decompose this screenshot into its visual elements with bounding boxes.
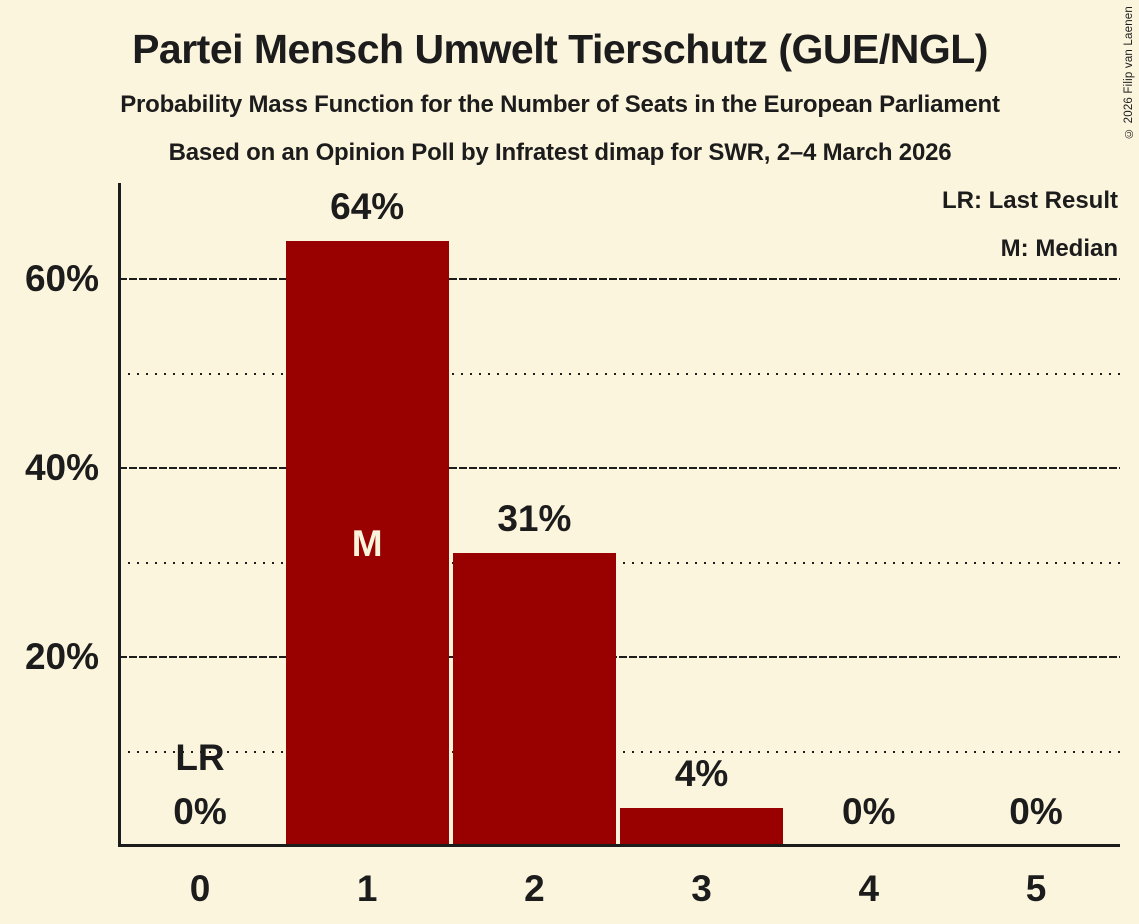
copyright-text: © 2026 Filip van Laenen [1123,6,1135,139]
bar-value-label-3: 4% [674,753,729,795]
gridline-minor-10 [119,750,1120,753]
bar-seats-2 [452,553,616,846]
median-marker: M [351,522,383,564]
bar-seats-1 [285,241,449,846]
gridline-major-20 [119,656,1120,658]
x-tick-label-2: 2 [524,868,545,909]
x-axis-labels: 0 1 2 3 4 5 [119,183,1120,909]
bar-value-label-1: 64% [330,186,405,228]
y-tick-label-40: 40% [24,447,99,488]
bar-value-label-4: 0% [842,791,896,832]
y-axis-line [118,183,121,846]
gridlines-layer [119,183,1120,846]
bar-value-label-0: 0% [173,791,227,832]
annotations-layer: 0% 64% 31% 4% 0% 0% LR M [119,183,1120,846]
x-tick-label-5: 5 [1025,868,1047,909]
y-axis-labels: 20% 40% 60% [25,183,1120,846]
chart-source-line: Based on an Opinion Poll by Infratest di… [168,139,952,166]
gridline-minor-30 [119,561,1120,564]
legend: LR: Last Result M: Median [942,177,1118,273]
bars-layer [119,183,1120,846]
x-tick-label-4: 4 [858,868,880,909]
bar-value-label-2: 31% [497,498,572,540]
plot-area: 0% 64% 31% 4% 0% 0% LR M 20% 40% 60% 0 1 2 3 4 5 [25,183,1120,909]
legend-last-result: LR: Last Result [941,187,1118,214]
x-tick-label-1: 1 [356,868,378,909]
last-result-marker: LR [175,737,225,778]
gridline-major-60 [119,278,1120,280]
legend-median: M: Median [1000,235,1118,262]
chart-title: Partei Mensch Umwelt Tierschutz (GUE/NGL… [132,26,988,72]
x-tick-label-3: 3 [691,868,712,909]
gridline-major-40 [119,467,1120,469]
chart-subtitle: Probability Mass Function for the Number… [120,91,1000,118]
bar-seats-3 [620,808,784,846]
y-tick-label-60: 60% [24,258,99,299]
gridline-minor-50 [119,372,1120,375]
x-axis-line [118,844,1120,847]
y-tick-label-20: 20% [24,636,99,677]
x-tick-label-0: 0 [189,868,211,909]
bar-value-label-5: 0% [1009,791,1063,832]
